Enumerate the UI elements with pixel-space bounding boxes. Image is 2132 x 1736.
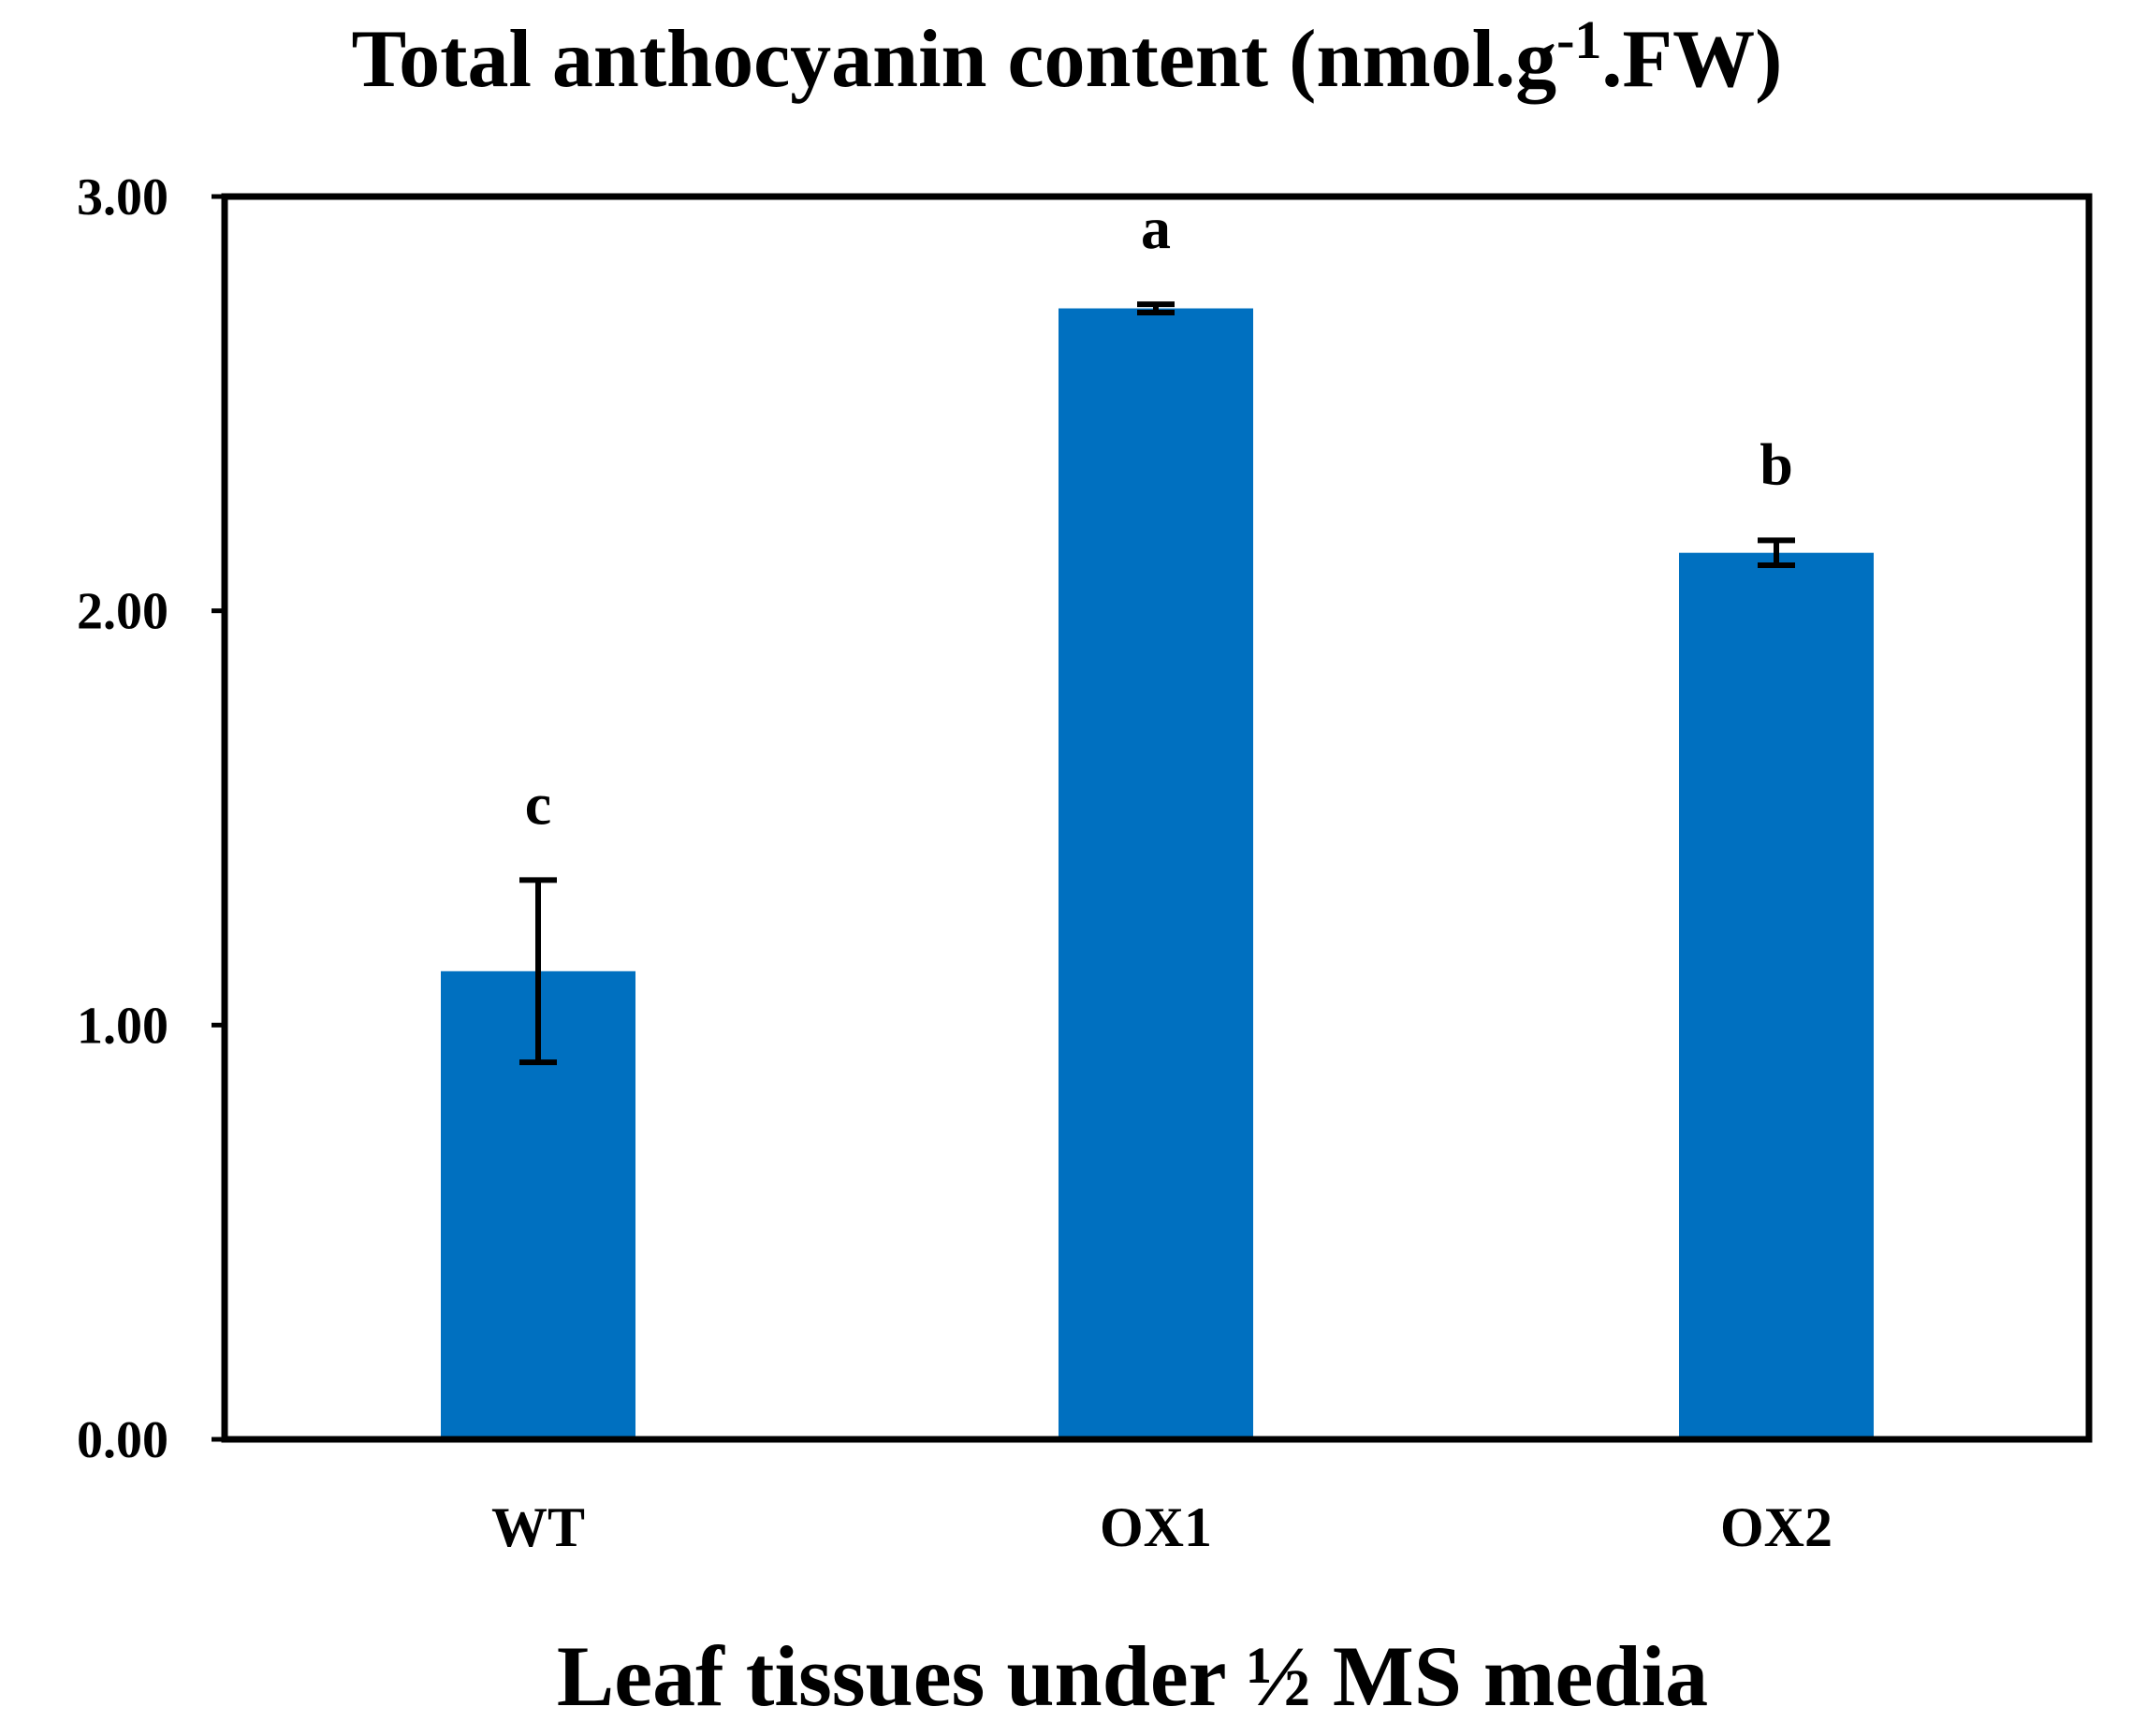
y-tick-label: 2.00 (77, 583, 168, 641)
x-axis-label: Leaf tissues under ½ MS media (557, 1628, 1708, 1724)
significance-label-wt: c (525, 770, 551, 837)
plot-frame (221, 193, 2093, 1443)
significance-label-ox1: a (1141, 195, 1171, 261)
x-axis-category-labels: WT OX1 OX2 (491, 1496, 1833, 1558)
y-tick-label: 1.00 (77, 997, 168, 1055)
significance-labels: c a b (525, 195, 1793, 837)
bar-ox1 (1059, 308, 1253, 1439)
y-tick-label: 0.00 (77, 1411, 168, 1469)
error-bars-group (519, 301, 1795, 1066)
y-tick-label: 3.00 (77, 168, 168, 226)
bar-ox2 (1679, 552, 1874, 1439)
chart-title: Total anthocyanin content (nmol.g-1.FW) (352, 9, 1783, 105)
x-tick-label-ox1: OX1 (1100, 1496, 1212, 1558)
y-axis-ticks: 0.00 1.00 2.00 3.00 (77, 168, 225, 1469)
x-tick-label-ox2: OX2 (1720, 1496, 1833, 1558)
bars-group (441, 308, 1874, 1439)
significance-label-ox2: b (1760, 430, 1793, 497)
x-tick-label-wt: WT (491, 1496, 585, 1558)
